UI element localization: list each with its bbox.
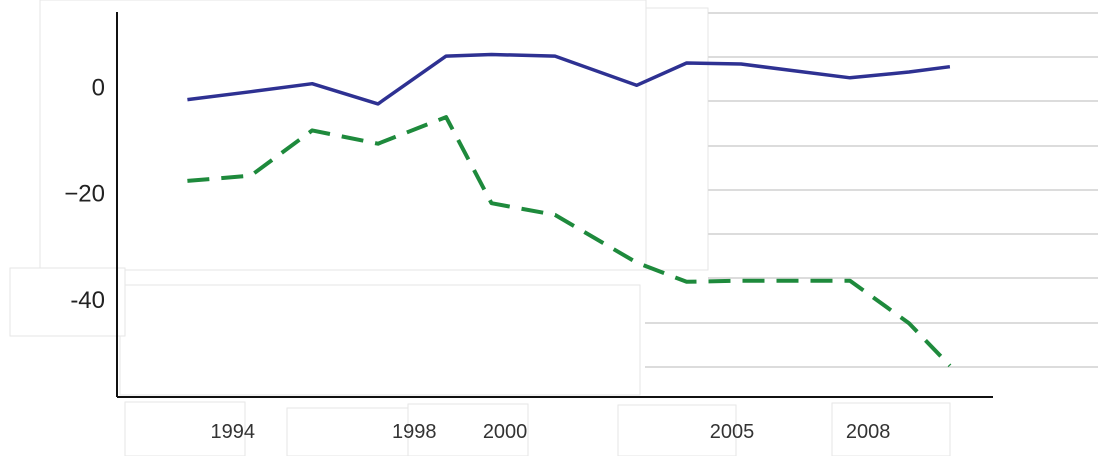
xtick-patch-1998 <box>286 407 413 456</box>
series-line-1 <box>187 52 951 106</box>
y-tick-labels: 0 −20 -40 <box>64 74 105 313</box>
series-lines <box>187 52 952 368</box>
y-tick-label: 0 <box>92 74 105 101</box>
y-tick-label: −20 <box>64 181 105 208</box>
xtick-patch-1994 <box>124 401 246 456</box>
x-tick-label: 1994 <box>210 421 255 443</box>
xtick-patch-2000 <box>407 403 529 456</box>
xtick-patch-2005 <box>617 404 737 456</box>
x-tick-labels: 1994 1998 2000 2005 2008 <box>210 421 890 443</box>
x-tick-label: 2000 <box>483 421 528 443</box>
series-line-2 <box>187 115 952 368</box>
y-tick-label: -40 <box>70 287 105 314</box>
ytick-patch <box>9 267 126 337</box>
gridlines <box>645 12 1098 368</box>
plot-patch-lower <box>119 284 641 396</box>
x-tick-label: 2005 <box>710 421 755 443</box>
x-tick-label: 2008 <box>846 421 891 443</box>
x-tick-label: 1998 <box>392 421 437 443</box>
plot-patch-middle <box>645 7 709 271</box>
xtick-patch-2008 <box>831 402 951 456</box>
